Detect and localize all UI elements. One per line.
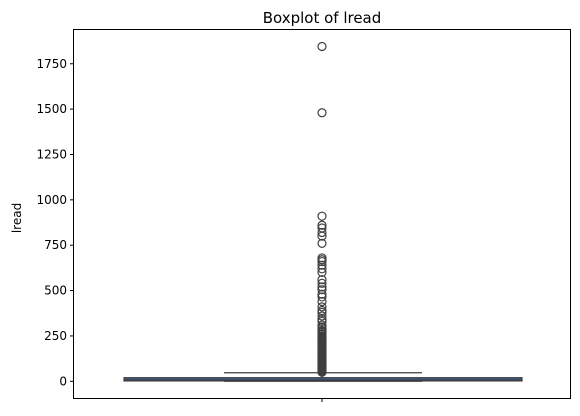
outlier-point bbox=[317, 367, 327, 377]
y-tick-label: 1000 bbox=[36, 193, 67, 207]
outlier-point bbox=[317, 316, 327, 327]
outlier-point bbox=[317, 231, 327, 241]
y-tick-label: 500 bbox=[44, 284, 67, 298]
y-tick-label: 1250 bbox=[36, 147, 67, 161]
outlier-point bbox=[317, 302, 327, 312]
outlier-point bbox=[317, 292, 327, 302]
outlier-point bbox=[317, 307, 327, 317]
outlier-point bbox=[317, 275, 327, 285]
y-tick-label: 1500 bbox=[36, 102, 67, 116]
plot-area bbox=[123, 41, 523, 382]
chart-title: Boxplot of lread bbox=[263, 9, 382, 27]
outlier-point bbox=[317, 41, 327, 52]
outlier-point bbox=[317, 238, 327, 248]
y-tick-label: 750 bbox=[44, 238, 67, 252]
box bbox=[123, 377, 523, 382]
outlier-point bbox=[317, 260, 327, 270]
y-axis-label: lread bbox=[10, 203, 24, 233]
y-tick-label: 1750 bbox=[36, 57, 67, 71]
outlier-point bbox=[317, 264, 327, 274]
outlier-point bbox=[317, 211, 327, 221]
outlier-point bbox=[317, 108, 327, 118]
y-tick-label: 0 bbox=[59, 374, 67, 388]
outlier-point bbox=[317, 296, 327, 307]
outlier-point bbox=[317, 220, 327, 230]
outlier-point bbox=[317, 289, 327, 299]
outlier-point bbox=[317, 278, 327, 288]
outlier-point bbox=[317, 267, 327, 278]
outlier-point bbox=[317, 227, 327, 238]
outlier-point bbox=[317, 282, 327, 292]
outlier-point bbox=[317, 311, 327, 321]
outlier-point bbox=[317, 256, 327, 267]
outlier-point bbox=[317, 285, 327, 295]
y-tick-label: 250 bbox=[44, 329, 67, 343]
